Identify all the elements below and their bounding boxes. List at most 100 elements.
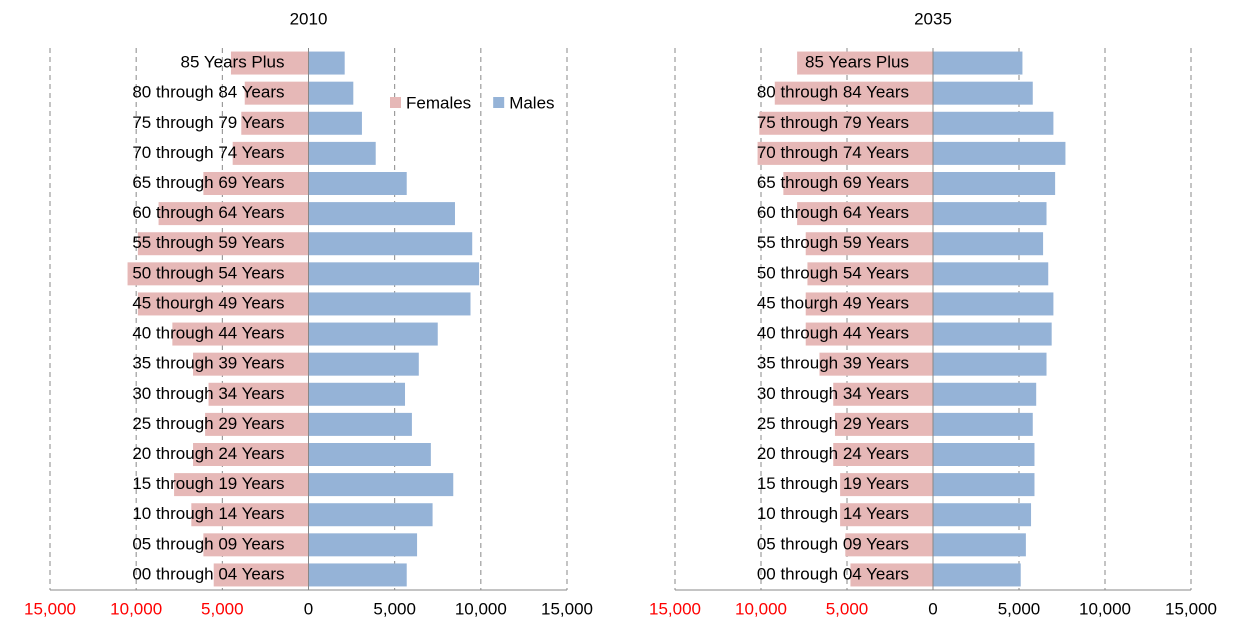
y-tick-label: 20 through 24 Years bbox=[132, 444, 284, 463]
x-tick-label: 15,000 bbox=[1165, 599, 1217, 618]
y-tick-label: 10 through 14 Years bbox=[132, 504, 284, 523]
bar bbox=[308, 473, 454, 497]
bar bbox=[308, 443, 431, 466]
legend-swatch bbox=[390, 97, 401, 108]
bar bbox=[933, 473, 1035, 497]
bar bbox=[933, 382, 1037, 406]
bar bbox=[933, 322, 1052, 346]
bar bbox=[933, 202, 1047, 226]
bar bbox=[308, 202, 455, 226]
bar bbox=[933, 503, 1032, 527]
bar bbox=[797, 202, 933, 226]
y-tick-label: 55 through 59 Years bbox=[757, 233, 909, 252]
bar bbox=[308, 111, 362, 135]
y-tick-label: 80 through 84 Years bbox=[757, 83, 909, 102]
y-tick-label: 65 through 69 Years bbox=[757, 173, 909, 192]
bar bbox=[213, 563, 309, 587]
bar bbox=[158, 202, 309, 226]
bar bbox=[193, 352, 309, 376]
bar bbox=[308, 141, 376, 165]
y-tick-label: 45 thourgh 49 Years bbox=[132, 293, 284, 312]
x-tick-label: 0 bbox=[928, 599, 937, 618]
bar bbox=[137, 232, 309, 256]
bar bbox=[174, 473, 309, 497]
bar bbox=[933, 172, 1056, 195]
y-tick-label: 60 through 64 Years bbox=[757, 203, 909, 222]
y-tick-label: 70 through 74 Years bbox=[757, 143, 909, 162]
y-tick-label: 35 through 39 Years bbox=[757, 354, 909, 373]
y-tick-label: 15 through 19 Years bbox=[132, 474, 284, 493]
bar bbox=[308, 292, 471, 316]
y-tick-label: 75 through 79 Years bbox=[757, 113, 909, 132]
y-tick-label: 45 thourgh 49 Years bbox=[757, 293, 909, 312]
y-tick-label: 30 through 34 Years bbox=[132, 384, 284, 403]
legend-label: Males bbox=[509, 93, 554, 112]
bar bbox=[845, 533, 933, 557]
bar bbox=[805, 232, 933, 256]
y-tick-label: 05 through 09 Years bbox=[757, 534, 909, 553]
bar bbox=[933, 51, 1023, 75]
bar bbox=[230, 51, 309, 75]
bar bbox=[933, 412, 1033, 436]
y-tick-label: 00 through 04 Years bbox=[757, 564, 909, 583]
x-tick-label: 0 bbox=[304, 599, 313, 618]
bar bbox=[805, 292, 933, 316]
bar bbox=[308, 533, 418, 557]
y-tick-label: 50 through 54 Years bbox=[757, 263, 909, 282]
bar bbox=[783, 172, 933, 195]
x-tick-label: 15,000 bbox=[649, 599, 701, 618]
bar bbox=[833, 443, 933, 466]
bar bbox=[759, 111, 933, 135]
bar bbox=[308, 262, 480, 286]
y-tick-label: 30 through 34 Years bbox=[757, 384, 909, 403]
y-tick-label: 60 through 64 Years bbox=[132, 203, 284, 222]
y-tick-label: 15 through 19 Years bbox=[757, 474, 909, 493]
chart-title: 2010 bbox=[290, 9, 328, 28]
bar bbox=[203, 172, 309, 195]
bar bbox=[308, 352, 419, 376]
bar bbox=[308, 503, 433, 527]
bar bbox=[933, 262, 1049, 286]
bar bbox=[933, 443, 1035, 466]
bar bbox=[208, 382, 309, 406]
bar bbox=[850, 563, 933, 587]
bar bbox=[834, 412, 933, 436]
x-tick-label: 10,000 bbox=[110, 599, 162, 618]
bar bbox=[308, 81, 354, 105]
y-tick-label: 65 through 69 Years bbox=[132, 173, 284, 192]
bar bbox=[933, 292, 1054, 316]
y-tick-label: 80 through 84 Years bbox=[132, 83, 284, 102]
bar bbox=[232, 141, 309, 165]
y-tick-label: 50 through 54 Years bbox=[132, 263, 284, 282]
y-tick-label: 20 through 24 Years bbox=[757, 444, 909, 463]
x-tick-label: 5,000 bbox=[373, 599, 416, 618]
x-tick-label: 10,000 bbox=[1079, 599, 1131, 618]
bar bbox=[933, 533, 1026, 557]
bar bbox=[308, 232, 473, 256]
bar bbox=[308, 412, 412, 436]
chart-title: 2035 bbox=[914, 9, 952, 28]
bar bbox=[137, 292, 309, 316]
x-tick-label: 10,000 bbox=[735, 599, 787, 618]
bar bbox=[933, 81, 1033, 105]
y-tick-label: 70 through 74 Years bbox=[132, 143, 284, 162]
x-tick-label: 5,000 bbox=[826, 599, 869, 618]
y-tick-label: 85 Years Plus bbox=[805, 53, 909, 72]
bar bbox=[805, 322, 933, 346]
x-tick-label: 10,000 bbox=[455, 599, 507, 618]
y-tick-label: 55 through 59 Years bbox=[132, 233, 284, 252]
y-tick-label: 10 through 14 Years bbox=[757, 504, 909, 523]
bar bbox=[308, 51, 345, 75]
bar bbox=[127, 262, 309, 286]
bar bbox=[203, 533, 309, 557]
y-tick-label: 25 through 29 Years bbox=[757, 414, 909, 433]
bar bbox=[840, 503, 933, 527]
legend-swatch bbox=[493, 97, 505, 108]
bar bbox=[933, 352, 1047, 376]
bar bbox=[833, 382, 933, 406]
y-tick-label: 40 through 44 Years bbox=[757, 324, 909, 343]
x-tick-label: 5,000 bbox=[201, 599, 244, 618]
bar bbox=[308, 382, 406, 406]
bar bbox=[172, 322, 309, 346]
bar bbox=[308, 172, 407, 195]
